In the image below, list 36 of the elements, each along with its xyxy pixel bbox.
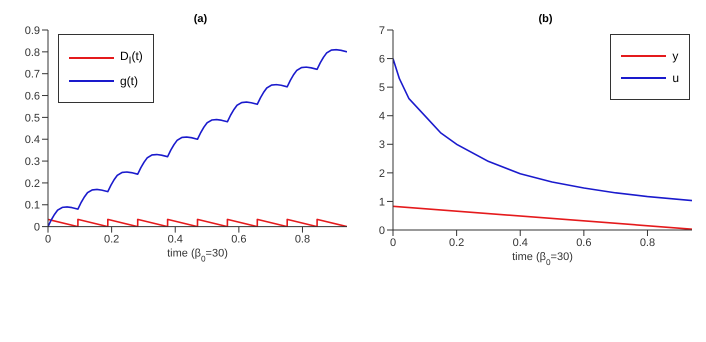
y-tick-label: 0.9 [24, 24, 40, 37]
y-tick-label: 0 [378, 224, 385, 237]
y-tick-label: 0.7 [24, 68, 40, 81]
legend-label: D$_{I}$(t) [120, 49, 143, 66]
x-tick-label: 0.2 [104, 233, 120, 246]
y-tick-label: 7 [378, 24, 385, 37]
x-tick-label: 0 [44, 233, 52, 246]
y-tick-label: 0.1 [24, 200, 40, 212]
y-tick-label: 5 [378, 82, 385, 94]
y-tick-label: 6 [378, 53, 385, 66]
y-tick-label: 0.8 [24, 46, 40, 59]
y-tick-label: 0.5 [24, 112, 40, 124]
x-tick-label: 0.2 [448, 236, 464, 249]
x-tick-label: 0.6 [231, 233, 246, 246]
y-tick-label: 1 [378, 196, 385, 208]
x-tick-label: 0.8 [294, 233, 310, 246]
y-tick-label: 0.2 [24, 178, 40, 190]
y-tick-label: 3 [378, 139, 385, 152]
y-tick-label: 0.4 [24, 134, 40, 146]
y-tick-label: 2 [378, 168, 385, 180]
x-tick-label: 0.6 [576, 236, 592, 249]
y-tick-label: 0.6 [24, 90, 40, 102]
x-tick-label: 0 [390, 236, 396, 249]
y-tick-label: 4 [378, 110, 385, 123]
y-tick-label: 0.3 [24, 156, 40, 168]
chart-title: (b) [538, 13, 553, 25]
legend-label: g(t) [120, 74, 138, 88]
x-tick-label: 0.8 [640, 236, 656, 249]
y-tick-label: 0 [34, 222, 40, 234]
x-axis-title: time (β$_{0}$=30) [512, 251, 573, 266]
chart-title: (a) [194, 13, 208, 25]
legend-label: u [672, 71, 679, 85]
x-tick-label: 0.4 [512, 236, 528, 249]
x-tick-label: 0.4 [168, 233, 183, 246]
legend-label: y [672, 49, 678, 63]
x-axis-title: time (β$_{0}$=30) [167, 248, 228, 264]
